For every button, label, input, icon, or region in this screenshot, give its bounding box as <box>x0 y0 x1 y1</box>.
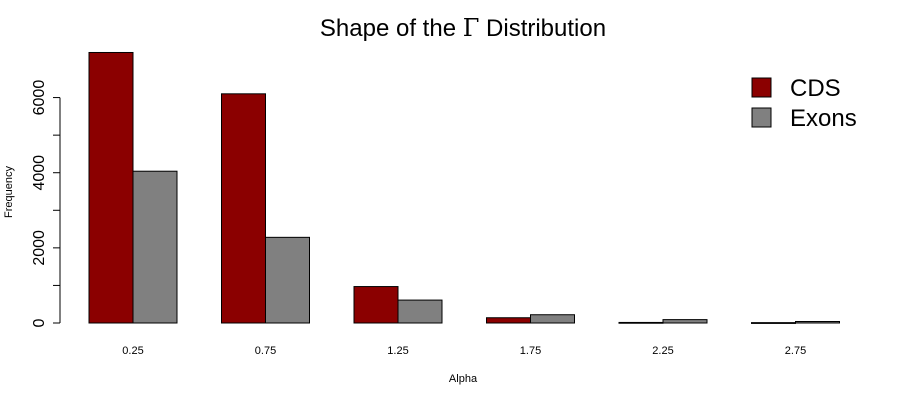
bar-cds-0.25 <box>88 51 134 324</box>
y-axis: 0 2000 4000 6000 <box>31 80 61 327</box>
bar-cds-2.25 <box>618 321 664 324</box>
bar-exons-0.25 <box>132 170 178 324</box>
legend-label-cds: CDS <box>790 75 841 102</box>
bar-exons-1.25 <box>397 299 443 324</box>
chart-title: Shape of the Γ Distribution <box>320 14 606 42</box>
bar-cds-1.25 <box>353 286 399 324</box>
x-tick-label: 2.75 <box>785 345 806 357</box>
x-axis-label: Alpha <box>449 373 478 385</box>
legend-label-exons: Exons <box>790 105 857 132</box>
x-tick-label: 1.75 <box>520 345 541 357</box>
y-tick-label: 0 <box>31 318 48 327</box>
y-tick-label: 6000 <box>31 80 48 116</box>
x-tick-label: 0.75 <box>255 345 276 357</box>
x-tick-label: 1.25 <box>387 345 408 357</box>
x-tick-label: 2.25 <box>652 345 673 357</box>
y-tick-label: 4000 <box>31 155 48 191</box>
bar-cds-2.75 <box>751 322 796 324</box>
x-tick-label: 0.25 <box>122 345 143 357</box>
legend-swatch-cds <box>751 77 772 98</box>
bar-cds-1.75 <box>486 317 531 324</box>
bar-exons-0.75 <box>265 236 310 324</box>
bars <box>88 51 840 324</box>
legend-swatch-exons <box>751 107 772 128</box>
bar-exons-1.75 <box>530 314 575 324</box>
y-axis-label: Frequency <box>3 166 15 218</box>
legend: CDS Exons <box>751 75 857 132</box>
y-tick-label: 2000 <box>31 230 48 266</box>
bar-cds-0.75 <box>221 93 266 324</box>
x-tick-labels: 0.25 0.75 1.25 1.75 2.25 2.75 <box>122 345 806 357</box>
bar-exons-2.25 <box>662 319 708 324</box>
bar-exons-2.75 <box>795 320 840 324</box>
